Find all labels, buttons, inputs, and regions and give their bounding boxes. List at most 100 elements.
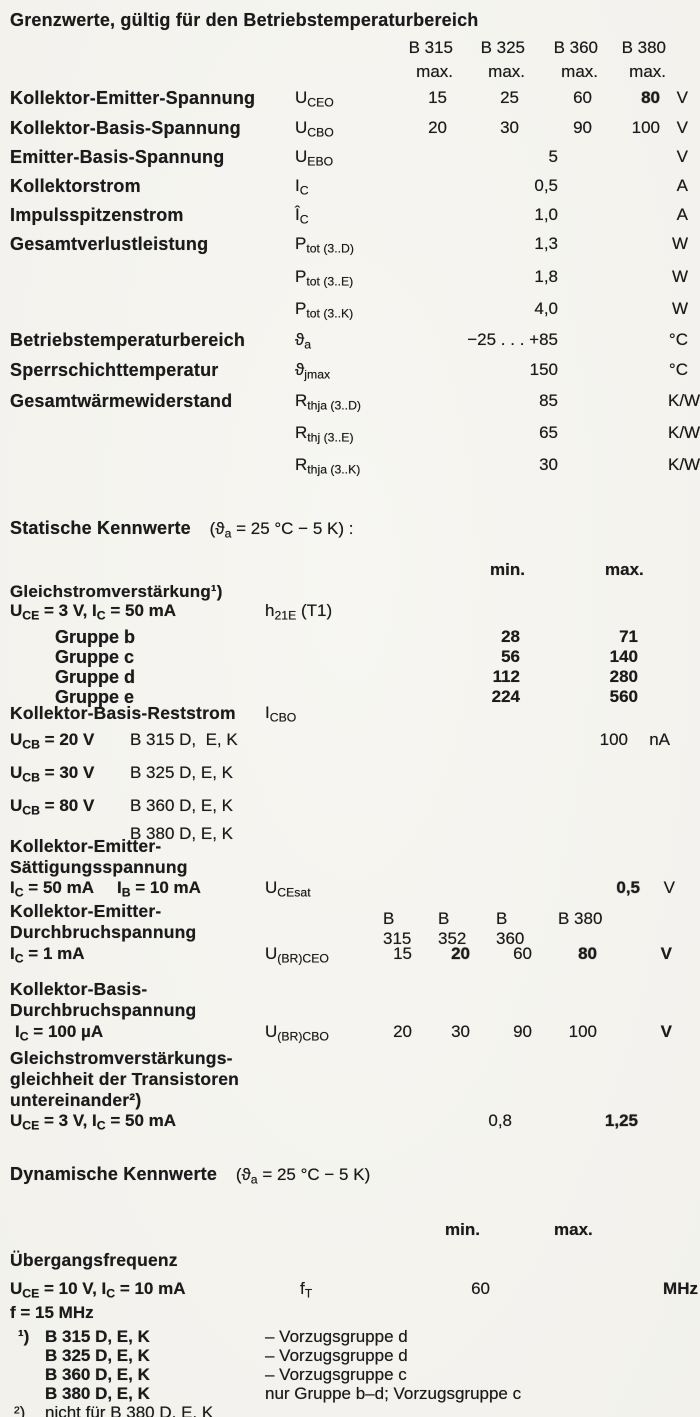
grenzwerte-title: Grenzwerte, gültig für den Betriebstempe… <box>10 10 479 30</box>
column-header: B 325 <box>480 38 525 57</box>
row-symbol: ϑjmax <box>295 360 331 382</box>
row-symbol: Ptot (3..K) <box>295 299 354 321</box>
type-list: B 360 D, E, K <box>45 1365 150 1384</box>
row-value: 15 <box>428 88 447 107</box>
minmax-header-row: min. max. <box>10 1220 700 1240</box>
row-value: 60 <box>513 944 532 963</box>
param-label: Sättigungsspannung <box>10 857 188 877</box>
table-row: Gruppe c 56 140 <box>10 647 700 667</box>
max-header: max. <box>605 560 644 579</box>
table-row: Ptot (3..E) 1,8 W <box>10 267 700 299</box>
column-header: B 352 <box>438 909 467 949</box>
group-label: Gruppe e <box>55 687 135 707</box>
row-value: 80 <box>578 944 597 963</box>
row-label: Sperrschichttemperatur <box>10 360 219 380</box>
column-header: B 360 <box>496 909 525 949</box>
type-list: B 380 D, E, K <box>45 1384 150 1403</box>
row-unit: °C <box>668 330 688 349</box>
row-value: 30 <box>539 455 558 474</box>
test-condition: IC = 1 mA <box>10 944 85 966</box>
row-unit: MHz <box>663 1279 698 1298</box>
row-value: 1,8 <box>534 267 558 286</box>
row-label: Impulsspitzenstrom <box>10 205 184 225</box>
row-unit: K/W <box>668 423 700 442</box>
row-unit: V <box>676 147 688 166</box>
row-value: 20 <box>428 118 447 137</box>
row-unit: V <box>663 878 675 897</box>
table-row: Emitter-Basis-Spannung UEBO 5 V <box>10 147 700 176</box>
max-value: 71 <box>619 627 638 646</box>
group-label: Gruppe c <box>55 647 135 667</box>
section-condition: (ϑa = 25 °C − 5 K) : <box>209 519 354 541</box>
column-header: B 315 <box>408 38 453 57</box>
row-unit: nA <box>649 730 670 749</box>
type-list: B 315 D, E, K <box>45 1327 150 1346</box>
footnote-note: nur Gruppe b–d; Vorzugsgruppe c <box>265 1384 522 1403</box>
condition-row: UCB = 30 V B 325 D, E, K <box>10 763 700 796</box>
table-row: Rthj (3..E) 65 K/W <box>10 423 700 455</box>
row-symbol: Rthja (3..K) <box>295 455 361 477</box>
ubrceo-block: Kollektor-Emitter- Durchbruchspannung B … <box>10 901 700 969</box>
max-value: 100 <box>599 730 628 749</box>
row-unit: W <box>671 234 688 253</box>
condition-row: UCE = 3 V, IC = 50 mA 0,8 1,25 <box>10 1111 700 1135</box>
table-row: Gesamtverlustleistung Ptot (3..D) 1,3 W <box>10 234 700 267</box>
section-dynamische-kennwerte: Dynamische Kennwerte (ϑa = 25 °C − 5 K) … <box>10 1164 700 1325</box>
param-label: Gleichstromverstärkungs- <box>10 1048 233 1068</box>
row-label: Emitter-Basis-Spannung <box>10 147 225 167</box>
row-value: 15 <box>393 944 412 963</box>
row-value: 20 <box>393 1022 412 1041</box>
max-header: max. <box>561 62 598 81</box>
param-label: Kollektor-Emitter- <box>10 901 162 921</box>
row-symbol: UEBO <box>295 147 334 169</box>
table-row: Ptot (3..K) 4,0 W <box>10 299 700 330</box>
min-value: 60 <box>471 1279 490 1298</box>
condition-row: UCE = 3 V, IC = 50 mA h21E (T1) <box>10 601 700 625</box>
row-value: 25 <box>500 88 519 107</box>
row-value: 80 <box>641 88 660 107</box>
row-symbol: IC <box>295 176 309 198</box>
test-condition: UCB = 80 V <box>10 796 95 818</box>
test-condition: f = 15 MHz <box>10 1303 94 1322</box>
table-row: Kollektorstrom IC 0,5 A <box>10 176 700 205</box>
footnote-row: ¹) B 315 D, E, K – Vorzugsgruppe d <box>10 1327 700 1346</box>
row-value: 30 <box>451 1022 470 1041</box>
row-value: 90 <box>513 1022 532 1041</box>
row-symbol: UCEO <box>295 88 334 110</box>
row-symbol: U(BR)CBO <box>265 1022 329 1044</box>
max-header: max. <box>554 1220 593 1239</box>
footnote-note: – Vorzugsgruppe d <box>265 1327 408 1346</box>
condition-row: IC = 100 µA U(BR)CBO 20 30 90 100 V <box>10 1022 700 1048</box>
param-label: Kollektor-Emitter- <box>10 836 162 856</box>
row-symbol: UCEsat <box>265 878 311 900</box>
test-condition: UCE = 10 V, IC = 10 mA <box>10 1279 186 1301</box>
row-symbol: h21E (T1) <box>265 601 333 623</box>
row-value: 65 <box>539 423 558 442</box>
row-value: 4,0 <box>534 299 558 318</box>
min-header: min. <box>445 1220 480 1239</box>
row-label: Kollektor-Emitter-Spannung <box>10 88 256 108</box>
max-value: 140 <box>609 647 638 666</box>
grenzwerte-max-header-row: max. max. max. max. <box>10 62 700 88</box>
row-unit: V <box>676 118 688 137</box>
min-value: 0,8 <box>488 1111 512 1130</box>
row-symbol: fT <box>300 1279 313 1301</box>
footnote-row: ²) nicht für B 380 D, E, K <box>10 1403 700 1417</box>
statisch-title-row: Statische Kennwerte (ϑa = 25 °C − 5 K) : <box>10 518 700 542</box>
row-unit: °C <box>668 360 688 379</box>
section-title: Statische Kennwerte <box>10 518 191 538</box>
row-unit: K/W <box>668 391 700 410</box>
footnote-row: B 360 D, E, K – Vorzugsgruppe c <box>10 1365 700 1384</box>
row-value: 1,3 <box>534 234 558 253</box>
min-value: 56 <box>501 647 520 666</box>
row-symbol: ÎC <box>295 205 309 227</box>
param-label: Durchbruchspannung <box>10 922 197 942</box>
condition-row: B 380 D, E, K <box>10 824 700 844</box>
column-header: B 360 <box>553 38 598 57</box>
condition-row: UCB = 80 V B 360 D, E, K <box>10 796 700 824</box>
table-row: Gruppe b 28 71 <box>10 627 700 647</box>
max-value: 0,5 <box>616 878 640 897</box>
max-value: 1,25 <box>604 1111 638 1130</box>
max-value: 280 <box>609 667 638 686</box>
row-unit: V <box>676 88 688 107</box>
